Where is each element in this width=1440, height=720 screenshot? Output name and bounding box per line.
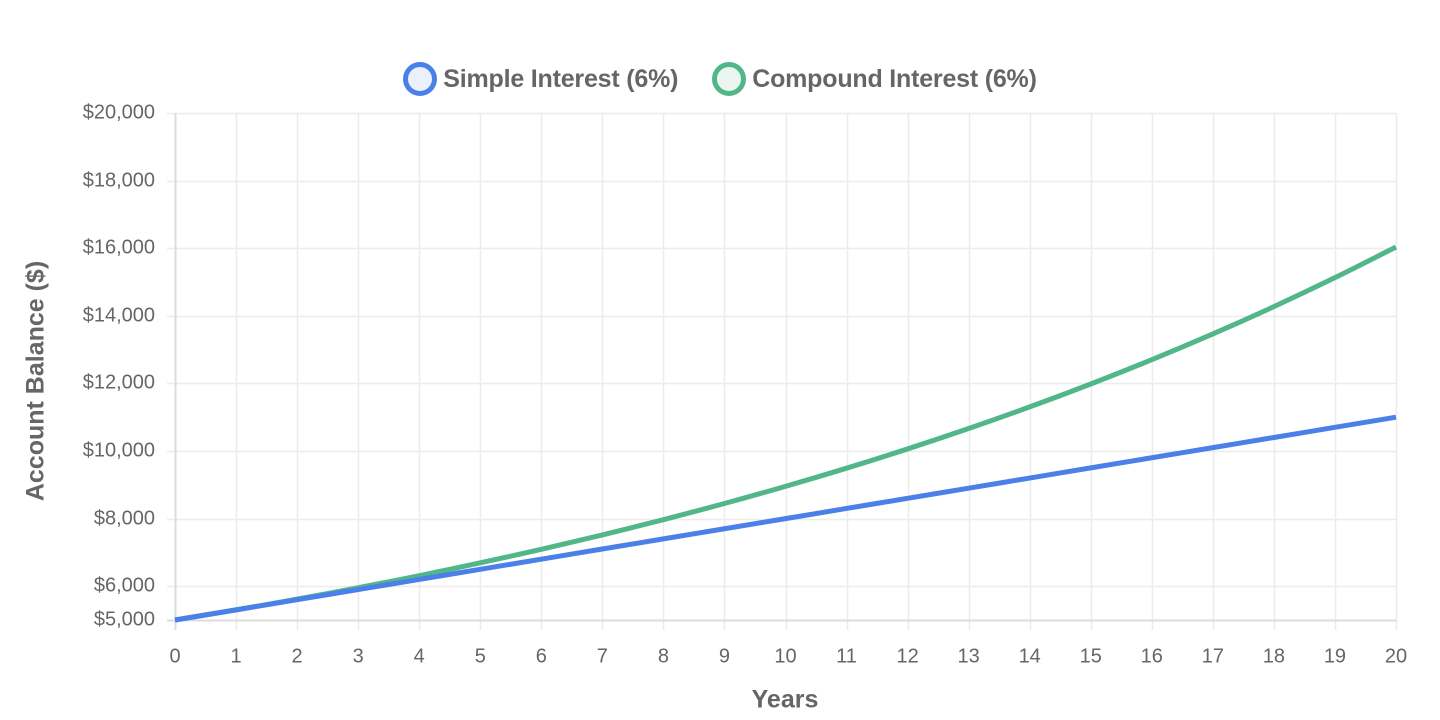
x-axis-title: Years bbox=[751, 685, 819, 714]
x-tick-label: 7 bbox=[596, 645, 608, 668]
x-tick-label: 16 bbox=[1140, 645, 1163, 668]
legend-swatch-simple-icon bbox=[403, 62, 438, 96]
y-tick-label: $6,000 bbox=[93, 574, 155, 597]
x-tick-label: 2 bbox=[291, 645, 303, 668]
legend-swatch-compound-icon bbox=[712, 62, 747, 96]
y-tick-label: $16,000 bbox=[82, 236, 155, 259]
x-tick-label: 13 bbox=[957, 645, 980, 668]
x-tick-label: 8 bbox=[657, 645, 669, 668]
x-tick-label: 4 bbox=[413, 645, 425, 668]
y-tick-label: $8,000 bbox=[93, 507, 155, 530]
x-tick-label: 12 bbox=[896, 645, 919, 668]
x-tick-label: 20 bbox=[1384, 645, 1408, 668]
legend-item-compound-interest[interactable]: Compound Interest (6%) bbox=[712, 62, 1037, 96]
y-tick-label: $10,000 bbox=[82, 439, 155, 462]
x-tick-label: 17 bbox=[1201, 645, 1224, 668]
x-tick-label: 11 bbox=[836, 645, 857, 668]
y-tick-label: $20,000 bbox=[82, 101, 155, 124]
legend-item-simple-interest[interactable]: Simple Interest (6%) bbox=[403, 62, 678, 96]
x-tick-label: 1 bbox=[230, 645, 242, 668]
data-lines bbox=[174, 244, 1398, 623]
x-tick-label: 18 bbox=[1262, 645, 1286, 668]
y-tick-label: $12,000 bbox=[82, 371, 155, 394]
grid-lines bbox=[167, 112, 1398, 630]
axes bbox=[167, 113, 1396, 630]
x-tick-label: 15 bbox=[1079, 645, 1102, 668]
compound-interest-line bbox=[174, 244, 1398, 623]
chart-legend: Simple Interest (6%) Compound Interest (… bbox=[0, 56, 1440, 102]
y-tick-label: $14,000 bbox=[82, 304, 155, 327]
x-tick-label: 14 bbox=[1018, 645, 1041, 668]
x-tick-label: 6 bbox=[535, 645, 547, 668]
y-tick-label: $5,000 bbox=[93, 608, 155, 631]
legend-label-simple: Simple Interest (6%) bbox=[443, 64, 679, 93]
x-tick-label: 3 bbox=[352, 645, 364, 668]
x-tick-label: 9 bbox=[718, 645, 730, 668]
legend-label-compound: Compound Interest (6%) bbox=[752, 64, 1037, 93]
x-tick-label: 5 bbox=[474, 645, 486, 668]
x-tick-label: 19 bbox=[1323, 645, 1347, 668]
y-tick-label: $18,000 bbox=[82, 169, 155, 192]
x-tick-label: 10 bbox=[774, 645, 797, 668]
simple-interest-line bbox=[174, 414, 1397, 623]
y-axis-title: Account Balance ($) bbox=[21, 260, 50, 502]
x-tick-label: 0 bbox=[169, 645, 181, 668]
